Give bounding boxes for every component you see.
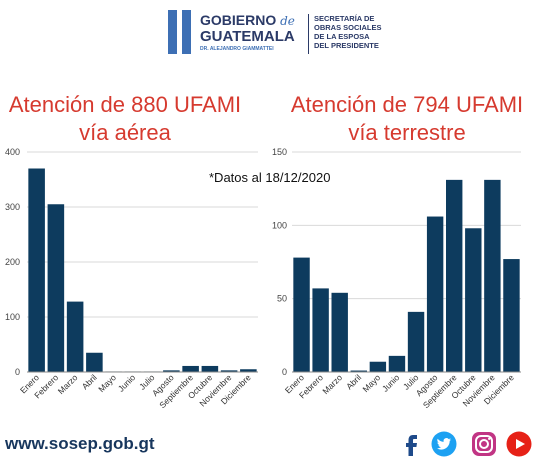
logo-divider [308, 14, 309, 54]
chart2-bar-junio [388, 355, 406, 372]
chart1-xtick-label: Mayo [96, 372, 118, 394]
chart2-title: Atención de 794 UFAMI vía terrestre [290, 92, 524, 145]
header-logo: GOBIERNO de GUATEMALA DR. ALEJANDRO GIAM… [168, 10, 388, 60]
chart1-ytick-label: 400 [5, 147, 20, 157]
data-date-note: *Datos al 18/12/2020 [209, 170, 331, 185]
footer-url[interactable]: www.sosep.gob.gt [5, 434, 155, 453]
chart1-xtick-label: Abril [80, 372, 99, 391]
chart1-title: Atención de 880 UFAMI vía aérea [8, 92, 242, 145]
chart1-bar-febrero [47, 204, 65, 372]
chart1-bar-enero [28, 168, 45, 372]
chart2-bar-mayo [369, 361, 387, 372]
chart2-bar-febrero [312, 288, 329, 372]
chart2-bar-agosto [426, 216, 444, 372]
chart1-ytick-label: 200 [5, 257, 20, 267]
chart1-bar-agosto [163, 370, 180, 372]
secretaria-text: SECRETARÍA DE OBRAS SOCIALES DE LA ESPOS… [314, 14, 382, 50]
chart2-xtick-label: Junio [380, 372, 402, 394]
gov-line3: DR. ALEJANDRO GIAMMATTEI [200, 46, 274, 52]
chart2-ytick-label: 100 [272, 220, 287, 230]
chart2-xtick-label: Abril [344, 372, 363, 391]
chart2-bar-diciembre [503, 259, 520, 372]
chart1-bar-abril [86, 352, 103, 372]
logo-bar-left [168, 10, 177, 54]
instagram-icon[interactable] [471, 431, 497, 457]
chart2-bar-enero [293, 257, 310, 372]
logo-bar-right [182, 10, 191, 54]
chart2-ytick-label: 150 [272, 147, 287, 157]
chart1-bar-septiembre [182, 365, 199, 372]
chart2-ytick-label: 0 [282, 367, 287, 377]
chart1-xtick-label: Junio [116, 372, 138, 394]
chart1-ytick-label: 300 [5, 202, 20, 212]
gov-line2: GUATEMALA [200, 28, 295, 45]
chart2-ytick-label: 50 [277, 294, 287, 304]
chart1-bar-noviembre [220, 370, 238, 372]
chart2-bar-marzo [331, 292, 348, 372]
chart2-xtick-label: Marzo [320, 372, 344, 396]
youtube-icon[interactable] [506, 431, 532, 457]
chart2-bar-abril [350, 370, 367, 372]
chart1-xtick-label: Marzo [56, 372, 80, 396]
chart1-bar-octubre [201, 365, 219, 372]
chart2-xtick-label: Mayo [361, 372, 383, 394]
chart2-bar-noviembre [484, 179, 501, 372]
gov-line1: GOBIERNO de [200, 12, 295, 28]
facebook-icon[interactable] [398, 431, 424, 457]
chart2-bar-septiembre [446, 179, 463, 372]
chart1-bar-marzo [66, 301, 84, 372]
chart2-bar-julio [407, 311, 425, 372]
chart1-bar-diciembre [240, 369, 257, 372]
chart1-ytick-label: 0 [15, 367, 20, 377]
chart2-bar-octubre [465, 228, 482, 372]
twitter-icon[interactable] [431, 431, 457, 457]
chart1-ytick-label: 100 [5, 312, 20, 322]
